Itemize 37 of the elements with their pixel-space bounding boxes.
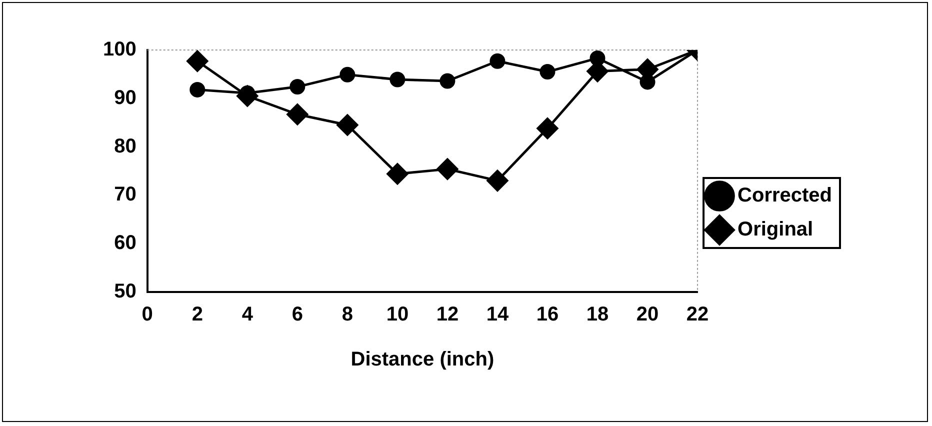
y-tick-label: 70 xyxy=(114,184,136,206)
y-tick-label: 50 xyxy=(114,280,136,303)
x-axis-title: Distance (inch) xyxy=(350,348,494,371)
x-tick-label: 2 xyxy=(192,304,203,326)
point xyxy=(390,72,406,88)
point xyxy=(186,50,208,72)
y-tick-label: 90 xyxy=(114,86,136,109)
point xyxy=(536,118,558,140)
legend-label: Corrected xyxy=(738,184,832,207)
x-tick-label: 10 xyxy=(386,304,409,326)
y-tick-label: 100 xyxy=(102,38,136,61)
point xyxy=(490,53,506,69)
x-tick-label: 20 xyxy=(636,304,659,326)
point xyxy=(386,163,408,185)
x-tick-label: 0 xyxy=(142,304,153,326)
point xyxy=(286,104,308,126)
point xyxy=(336,114,358,136)
point xyxy=(190,82,206,98)
point xyxy=(340,66,356,82)
point xyxy=(436,158,458,180)
y-tick-label: 80 xyxy=(114,135,136,158)
point xyxy=(540,64,556,80)
x-tick-label: 22 xyxy=(686,304,709,326)
legend-label: Original xyxy=(738,218,814,241)
x-tick-label: 4 xyxy=(242,304,254,326)
x-tick-label: 16 xyxy=(536,304,559,326)
y-tick-label: 60 xyxy=(114,232,136,254)
x-tick-label: 8 xyxy=(342,304,353,326)
point xyxy=(440,73,456,89)
x-tick-label: 14 xyxy=(486,304,510,326)
point xyxy=(290,79,306,95)
x-tick-label: 12 xyxy=(436,304,459,326)
point xyxy=(486,170,508,192)
point xyxy=(640,74,656,90)
x-tick-label: 6 xyxy=(292,304,303,326)
x-tick-label: 18 xyxy=(586,304,609,326)
point xyxy=(590,50,606,66)
